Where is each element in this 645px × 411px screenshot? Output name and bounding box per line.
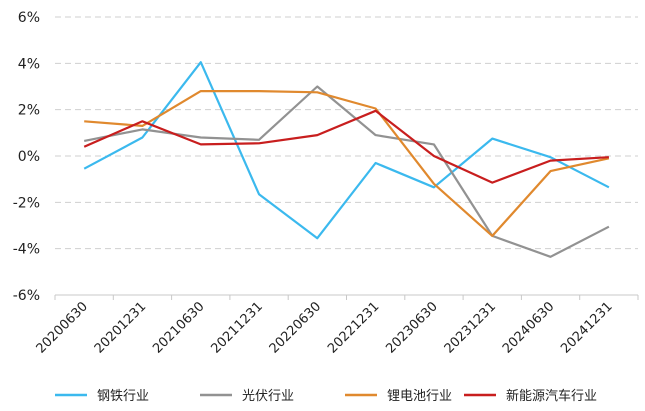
x-tick-label: 20201231 xyxy=(92,299,149,356)
y-tick-label: 4% xyxy=(18,56,40,72)
x-tick-label: 20240630 xyxy=(500,299,557,356)
y-tick-label: -4% xyxy=(13,242,40,258)
y-tick-label: -6% xyxy=(13,288,40,304)
y-tick-label: 6% xyxy=(18,10,40,26)
series-line-4 xyxy=(83,109,609,184)
legend-label: 新能源汽车行业 xyxy=(506,388,597,404)
y-tick-label: -2% xyxy=(13,195,40,211)
x-tick-label: 20200630 xyxy=(34,299,91,356)
x-axis-ticks: 20200630 20201231 20210630 20211231 20220630… xyxy=(34,299,616,356)
x-tick-label: 20210630 xyxy=(150,299,207,356)
y-tick-label: 0% xyxy=(18,149,40,165)
y-axis-ticks: -6% -4% -2% 0% 2% 4% 6% xyxy=(13,10,40,304)
x-tick-label: 20241231 xyxy=(558,299,615,356)
series-lines xyxy=(83,61,610,258)
legend: 钢铁行业 光伏行业 锂电池行业 新能源汽车行业 xyxy=(55,388,597,404)
x-tick-label: 20211231 xyxy=(208,299,265,356)
series-line-3 xyxy=(84,89,610,237)
legend-label: 钢铁行业 xyxy=(97,389,149,404)
x-tick-label: 20220630 xyxy=(267,299,324,356)
legend-label: 光伏行业 xyxy=(242,389,294,404)
legend-label: 锂电池行业 xyxy=(387,389,452,404)
x-tick-label: 20231231 xyxy=(442,299,499,356)
x-tick-label: 20221231 xyxy=(325,299,382,356)
gridlines xyxy=(55,16,638,296)
y-tick-label: 2% xyxy=(18,103,40,119)
x-tick-label: 20230630 xyxy=(383,299,440,356)
x-axis xyxy=(54,294,639,300)
series-line-1 xyxy=(83,61,610,240)
